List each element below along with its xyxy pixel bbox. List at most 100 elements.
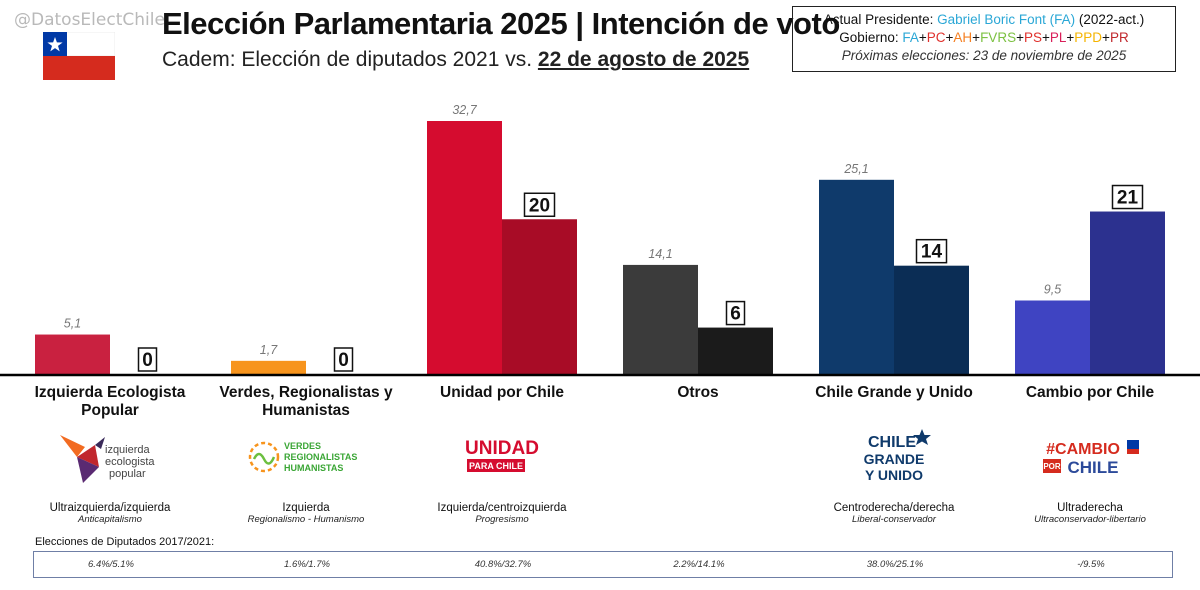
party-ideology: Izquierda Regionalismo - Humanismo — [208, 502, 404, 525]
svg-text:VERDES: VERDES — [284, 441, 321, 451]
svg-text:popular: popular — [109, 468, 146, 480]
page-subtitle: Cadem: Elección de diputados 2021 vs. 22… — [162, 48, 749, 72]
ideology-sub-label: Anticapitalismo — [78, 514, 142, 525]
label-box-2025-izquierda-ecologista-popular — [137, 347, 158, 372]
party-logo — [600, 422, 796, 492]
chile-flag — [43, 32, 115, 80]
svg-text:REGIONALISTAS: REGIONALISTAS — [284, 452, 357, 462]
party-logo: CHILE GRANDE Y UNIDO — [796, 422, 992, 492]
history-value: -/9.5% — [1077, 559, 1105, 570]
history-value: 40.8%/32.7% — [474, 559, 532, 570]
gov-party-fa: FA — [902, 30, 919, 45]
president-line: Actual Presidente: Gabriel Boric Font (F… — [793, 11, 1175, 29]
party-name: Verdes, Regionalistas y Humanistas — [219, 384, 393, 419]
gov-party-separator: + — [1041, 30, 1050, 45]
svg-text:HUMANISTAS: HUMANISTAS — [284, 463, 343, 473]
ideology-label: Ultraizquierda/izquierda — [49, 502, 171, 514]
svg-text:izquierda: izquierda — [105, 444, 151, 456]
ideology-sub-label: Progresismo — [475, 514, 529, 525]
party-logo: UNIDAD PARA CHILE — [404, 422, 600, 492]
history-box: 6.4%/5.1% 1.6%/1.7% 40.8%/32.7% 2.2%/14.1% 3… — [33, 551, 1173, 578]
president-label: Actual Presidente: — [823, 12, 938, 27]
label-2025-verdes-regionalistas-y-humanistas: 0 — [338, 350, 349, 371]
bar-2021-cambio-por-chile — [1015, 300, 1090, 374]
bar-2025-unidad-por-chile — [502, 219, 577, 374]
government-parties: FA+PC+AH+FVRS+PS+PL+PPD+PR — [902, 30, 1128, 45]
ideology-label: Izquierda — [282, 502, 330, 514]
ideology-sub-label: Liberal-conservador — [852, 514, 936, 525]
gov-party-ppd: PPD — [1074, 30, 1103, 45]
svg-text:#CAMBIO: #CAMBIO — [1046, 441, 1120, 458]
party-ideology: Izquierda/centroizquierda Progresismo — [404, 502, 600, 525]
ideology-label: Izquierda/centroizquierda — [437, 502, 567, 514]
svg-text:POR: POR — [1043, 462, 1061, 471]
label-2021-verdes-regionalistas-y-humanistas: 1,7 — [260, 343, 278, 357]
bar-2025-chile-grande-y-unido — [894, 265, 969, 374]
gov-party-separator: + — [1102, 30, 1110, 45]
history-value: 6.4%/5.1% — [88, 559, 134, 570]
party-column: Unidad por Chile UNIDAD PARA CHILE Izquierd… — [404, 384, 600, 525]
party-logo: #CAMBIO POR CHILE — [992, 422, 1188, 492]
gov-party-separator: + — [918, 30, 927, 45]
ideology-sub-label: Ultraconservador-libertario — [1034, 514, 1146, 525]
bar-2021-chile-grande-y-unido — [819, 179, 894, 374]
svg-text:CHILE: CHILE — [1068, 458, 1119, 477]
label-2025-cambio-por-chile: 21 — [1117, 188, 1139, 209]
government-line: Gobierno: FA+PC+AH+FVRS+PS+PL+PPD+PR — [793, 29, 1175, 47]
page-title: Elección Parlamentaria 2025 | Intención … — [162, 6, 840, 41]
gov-party-pc: PC — [926, 30, 946, 45]
history-value: 1.6%/1.7% — [284, 559, 330, 570]
bar-2021-unidad-por-chile — [427, 121, 502, 374]
history-value: 2.2%/14.1% — [673, 559, 725, 570]
party-column: Chile Grande y Unido CHILE GRANDE Y UNIDO Ce… — [796, 384, 992, 525]
party-name: Otros — [677, 384, 719, 401]
party-logo: VERDES REGIONALISTAS HUMANISTAS — [208, 422, 404, 492]
bar-chart: 5,1 0 1,7 0 32,7 20 14,1 6 25,1 14 9,5 21 — [0, 103, 1200, 377]
party-ideology: Centroderecha/derecha Liberal-conservador — [796, 502, 992, 525]
party-name: Cambio por Chile — [1025, 384, 1155, 401]
account-handle: @DatosElectChile — [14, 10, 165, 30]
ideology-label: Centroderecha/derecha — [833, 502, 955, 514]
gov-party-separator: + — [1016, 30, 1024, 45]
svg-text:CHILE: CHILE — [868, 434, 916, 451]
svg-text:ecologista: ecologista — [105, 456, 155, 468]
party-column: Otros — [600, 384, 796, 492]
label-2021-chile-grande-y-unido: 25,1 — [843, 162, 868, 176]
history-label: Elecciones de Diputados 2017/2021: — [35, 536, 215, 548]
bar-2025-cambio-por-chile — [1090, 211, 1165, 374]
bar-2021-verdes-regionalistas-y-humanistas — [231, 360, 306, 374]
party-labels: Izquierda Ecologista Popular izquierda eco… — [0, 384, 1200, 525]
label-2025-unidad-por-chile: 20 — [529, 195, 550, 216]
government-label: Gobierno: — [839, 30, 903, 45]
label-2025-chile-grande-y-unido: 14 — [921, 242, 943, 263]
gov-party-separator: + — [972, 30, 981, 45]
party-column: Verdes, Regionalistas y Humanistas VERDES… — [208, 384, 404, 525]
svg-text:UNIDAD: UNIDAD — [465, 438, 539, 459]
label-2025-izquierda-ecologista-popular: 0 — [142, 350, 153, 371]
bar-2021-izquierda-ecologista-popular — [35, 334, 110, 374]
history-value: 38.0%/25.1% — [866, 559, 924, 570]
label-2025-otros: 6 — [730, 304, 741, 325]
label-2021-unidad-por-chile: 32,7 — [452, 103, 477, 117]
label-box-2025-chile-grande-y-unido — [915, 238, 948, 264]
subtitle-prefix: Cadem: Elección de diputados 2021 vs. — [162, 48, 538, 71]
gov-party-separator: + — [945, 30, 954, 45]
gov-party-ah: AH — [953, 30, 973, 45]
party-column: Izquierda Ecologista Popular izquierda eco… — [12, 384, 208, 525]
party-logo: izquierda ecologista popular — [12, 422, 208, 492]
gov-party-ps: PS — [1023, 30, 1042, 45]
bar-2025-otros — [698, 327, 773, 374]
svg-text:GRANDE: GRANDE — [864, 451, 925, 467]
party-name: Chile Grande y Unido — [815, 384, 973, 401]
label-box-2025-otros — [725, 300, 746, 326]
svg-text:Y UNIDO: Y UNIDO — [865, 467, 923, 483]
label-box-2025-unidad-por-chile — [523, 192, 556, 218]
next-elections: Próximas elecciones: 23 de noviembre de … — [841, 48, 1127, 63]
bar-2021-otros — [623, 264, 698, 374]
label-box-2025-cambio-por-chile — [1111, 184, 1144, 210]
ideology-sub-label: Regionalismo - Humanismo — [247, 514, 365, 525]
ideology-label: Ultraderecha — [1057, 502, 1123, 514]
gov-party-pl: PL — [1049, 30, 1067, 45]
gov-party-fvrs: FVRS — [980, 30, 1017, 45]
label-box-2025-verdes-regionalistas-y-humanistas — [333, 347, 354, 372]
